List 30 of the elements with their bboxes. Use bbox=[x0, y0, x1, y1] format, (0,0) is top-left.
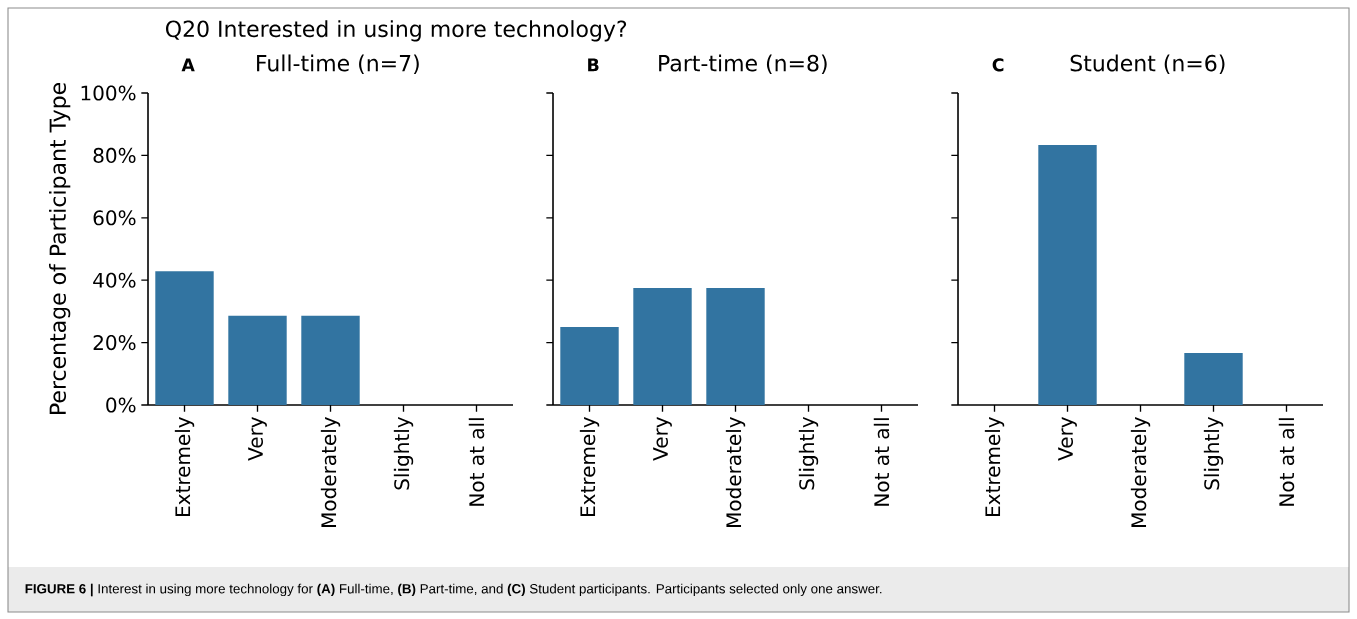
x-tick-label: Moderately bbox=[320, 416, 341, 527]
y-tick-label: 0% bbox=[106, 397, 136, 413]
y-tick-label: 40% bbox=[93, 272, 136, 288]
y-axis-title: Percentage of Participant Type bbox=[49, 83, 71, 414]
x-tick-label: Very bbox=[1058, 416, 1077, 461]
x-tick-label: Extremely bbox=[174, 416, 195, 516]
text: C bbox=[992, 58, 1004, 72]
chart-subtitle: Full-time (n=7) bbox=[257, 54, 419, 75]
text: FIGURE 6 | Interest in using more technology for (A) Full-time, (B) Part-time, and (C) Student participants. Participants selected only one answer. bbox=[25, 583, 882, 597]
x-tick-label: Not at all bbox=[873, 418, 890, 506]
x-tick-label: Extremely bbox=[984, 416, 1005, 516]
chart-title: Q20 Interested in using more technology? bbox=[166, 20, 627, 42]
y-tick-label: 60% bbox=[93, 210, 136, 226]
x-tick-label: Moderately bbox=[725, 416, 746, 527]
x-tick-label: Not at all bbox=[1278, 418, 1295, 506]
y-tick-label: 80% bbox=[93, 147, 136, 163]
x-tick-label: Not at all bbox=[468, 418, 485, 506]
chart-title: Part-time (n=8) bbox=[659, 54, 827, 75]
x-tick-label: Moderately bbox=[1130, 416, 1151, 527]
x-tick-label: Slightly bbox=[1203, 416, 1224, 490]
x-tick-label: Slightly bbox=[393, 416, 414, 490]
y-tick-label: 20% bbox=[93, 335, 136, 351]
chart-title: Student (n=6) bbox=[1070, 54, 1225, 75]
x-tick-label: Very bbox=[248, 416, 267, 461]
text: B bbox=[588, 58, 599, 72]
text: A bbox=[181, 58, 195, 72]
x-tick-label: Extremely bbox=[579, 416, 600, 516]
x-tick-label: Slightly bbox=[798, 416, 819, 490]
x-tick-label: Very bbox=[653, 416, 672, 461]
y-tick-label: 100% bbox=[81, 85, 136, 101]
